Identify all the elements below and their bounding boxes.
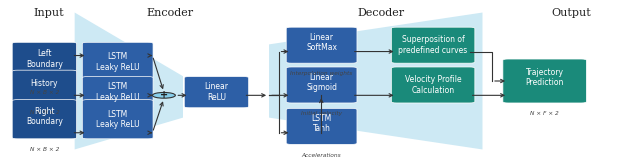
FancyBboxPatch shape xyxy=(12,100,77,139)
Text: History: History xyxy=(31,79,58,88)
FancyBboxPatch shape xyxy=(286,67,357,103)
Text: Linear
SoftMax: Linear SoftMax xyxy=(306,33,337,52)
FancyBboxPatch shape xyxy=(83,76,153,108)
FancyBboxPatch shape xyxy=(83,100,153,139)
Text: Right
Boundary: Right Boundary xyxy=(26,107,63,126)
FancyBboxPatch shape xyxy=(392,27,475,63)
Polygon shape xyxy=(75,12,183,150)
Text: Interpolation weights: Interpolation weights xyxy=(291,71,353,76)
Text: N × B × 2: N × B × 2 xyxy=(29,147,59,152)
Text: Encoder: Encoder xyxy=(147,8,194,17)
FancyBboxPatch shape xyxy=(83,42,153,81)
Polygon shape xyxy=(269,12,483,150)
Text: Velocity Profile
Calculation: Velocity Profile Calculation xyxy=(404,75,461,95)
FancyBboxPatch shape xyxy=(392,67,475,103)
Text: Linear
Sigmoid: Linear Sigmoid xyxy=(306,73,337,92)
Text: Initial velocity: Initial velocity xyxy=(301,111,342,116)
Text: LSTM
Leaky ReLU: LSTM Leaky ReLU xyxy=(96,52,140,72)
Text: N × H × 2: N × H × 2 xyxy=(29,110,60,115)
FancyBboxPatch shape xyxy=(12,70,77,101)
FancyBboxPatch shape xyxy=(12,42,77,81)
Text: Decoder: Decoder xyxy=(357,8,404,17)
Text: Accelerations: Accelerations xyxy=(302,153,341,158)
Text: Superposition of
predefined curves: Superposition of predefined curves xyxy=(399,35,468,55)
Text: Output: Output xyxy=(552,8,591,17)
FancyBboxPatch shape xyxy=(503,59,586,103)
FancyBboxPatch shape xyxy=(184,76,248,108)
Text: LSTM
Leaky ReLU: LSTM Leaky ReLU xyxy=(96,82,140,102)
Text: N × F × 2: N × F × 2 xyxy=(531,111,559,116)
Text: N × B × 2: N × B × 2 xyxy=(29,90,59,95)
Text: +: + xyxy=(160,90,168,100)
Text: LSTM
Leaky ReLU: LSTM Leaky ReLU xyxy=(96,110,140,129)
FancyBboxPatch shape xyxy=(286,27,357,63)
Text: Input: Input xyxy=(34,8,65,17)
Text: LSTM
Tanh: LSTM Tanh xyxy=(312,114,332,133)
Text: Trajectory
Prediction: Trajectory Prediction xyxy=(525,68,564,87)
Text: Linear
ReLU: Linear ReLU xyxy=(204,82,228,102)
Text: Left
Boundary: Left Boundary xyxy=(26,49,63,69)
Circle shape xyxy=(152,93,175,98)
FancyBboxPatch shape xyxy=(286,108,357,144)
